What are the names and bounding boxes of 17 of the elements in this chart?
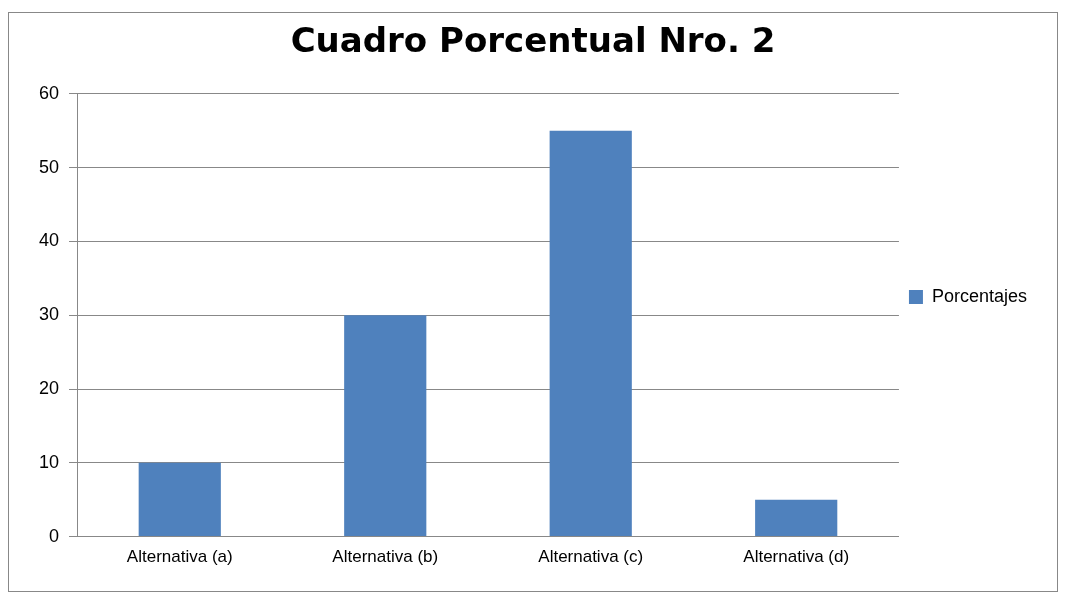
chart-title: Cuadro Porcentual Nro. 2 [290,20,776,61]
y-tick-label: 40 [38,230,60,251]
y-tick-label: 10 [38,451,60,472]
bar [344,315,427,537]
x-tick-label: Alternativa (b) [332,547,439,567]
legend-label: Porcentajes [931,285,1028,306]
x-tick-label: Alternativa (c) [538,547,644,567]
y-tick-label: 30 [38,304,60,325]
bar [755,499,838,537]
y-tick-label: 0 [49,525,60,546]
x-tick-label: Alternativa (a) [126,547,233,567]
x-tick-label: Alternativa (d) [743,547,850,567]
bar [138,462,221,537]
bar [549,130,632,537]
y-tick-label: 50 [38,156,60,177]
y-tick-label: 60 [38,82,60,103]
y-tick-label: 20 [38,377,60,398]
